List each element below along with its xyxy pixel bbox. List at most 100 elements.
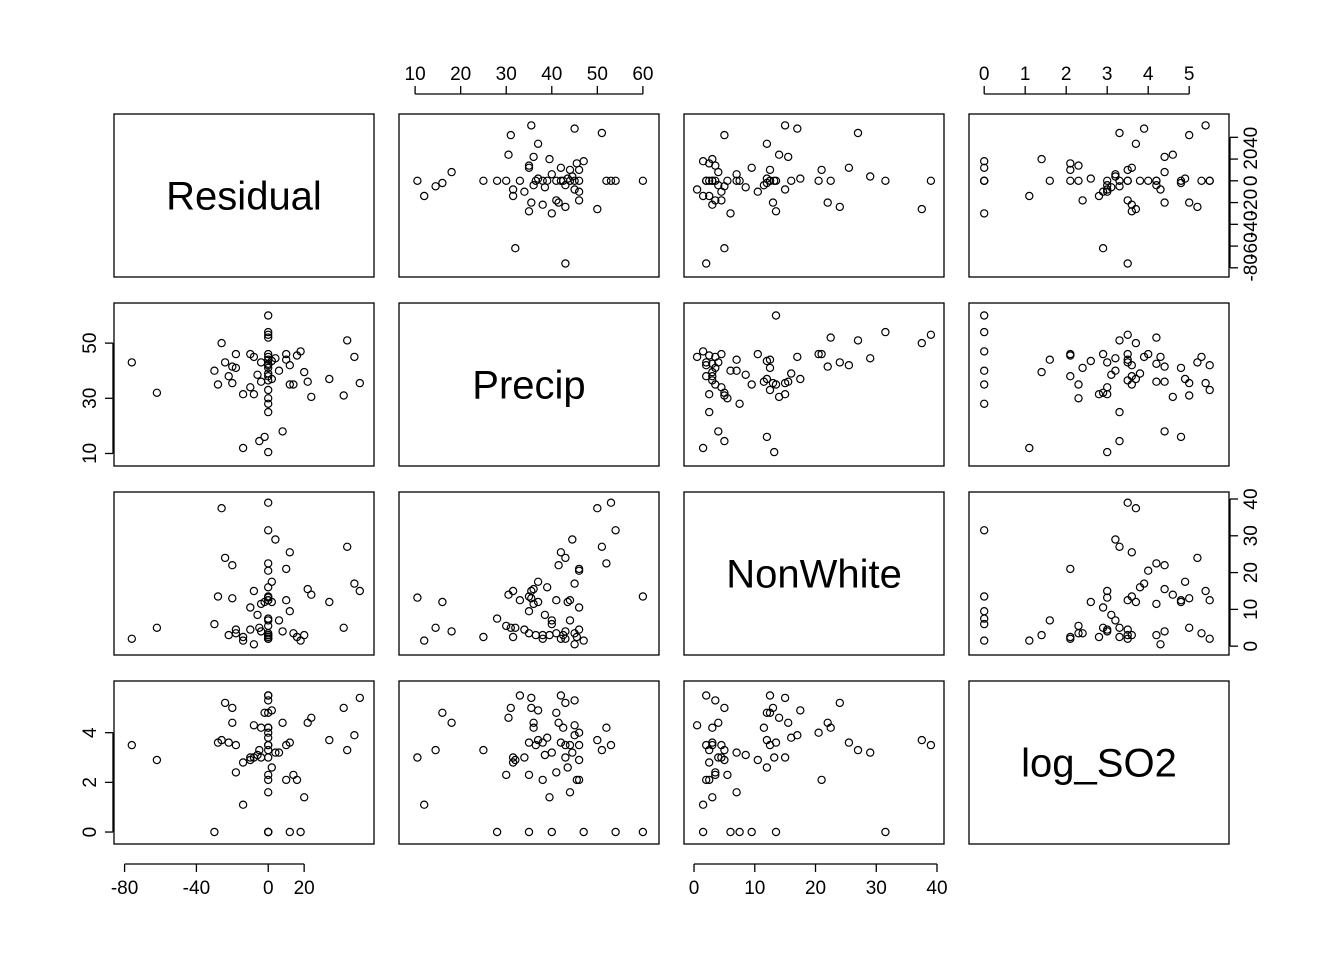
data-point [980, 347, 989, 356]
data-point [702, 775, 711, 785]
data-point [1102, 180, 1112, 190]
data-point [1127, 548, 1137, 557]
data-point [570, 696, 579, 705]
data-point [256, 377, 266, 386]
data-point [708, 367, 717, 377]
tick-label: 0 [80, 827, 101, 838]
data-point [343, 745, 352, 755]
data-point [264, 691, 273, 700]
tick-label: 10 [80, 443, 101, 464]
panel-frame [398, 680, 660, 845]
data-point [793, 731, 802, 740]
tick-label: 0 [263, 878, 274, 899]
data-point [1160, 627, 1169, 636]
data-point [224, 630, 233, 640]
data-point [253, 610, 262, 620]
data-point [568, 535, 577, 544]
data-point [264, 363, 273, 373]
data-point [307, 392, 316, 402]
data-point [1102, 358, 1112, 367]
data-point [285, 548, 294, 557]
panel-precip-vs-residual [113, 302, 375, 467]
tick-label: -80 [111, 878, 138, 899]
data-point [524, 607, 534, 616]
data-point [264, 788, 273, 797]
data-point [1135, 369, 1145, 378]
data-point [552, 768, 561, 777]
panel-frame [683, 302, 945, 467]
data-point [1115, 336, 1124, 345]
data-point [980, 526, 989, 535]
data-point [246, 753, 255, 762]
data-point [638, 592, 648, 601]
data-point [213, 380, 223, 389]
tick-label: 20 [294, 878, 315, 899]
data-point [793, 352, 802, 362]
panel-precip-vs-log_so2 [968, 302, 1230, 467]
data-point [698, 347, 708, 356]
data-point [835, 698, 845, 708]
panel-residual-vs-log_so2 [968, 113, 1230, 278]
data-point [917, 338, 927, 348]
data-point [231, 363, 241, 373]
data-point [708, 723, 717, 732]
data-point [527, 703, 536, 713]
data-point [249, 640, 259, 649]
data-point [533, 174, 543, 183]
data-point [711, 770, 720, 780]
tick-label: 20 [1241, 562, 1262, 583]
data-point [540, 750, 550, 760]
data-point [249, 586, 259, 596]
data-point [282, 564, 291, 574]
data-point [1066, 159, 1075, 168]
data-point [563, 174, 572, 183]
data-point [515, 691, 525, 700]
data-point [711, 196, 720, 205]
data-point [264, 311, 273, 320]
data-point [228, 378, 237, 388]
data-point [1152, 333, 1161, 342]
data-point [529, 718, 538, 728]
data-point [714, 718, 723, 728]
tick-label: 4 [80, 727, 101, 738]
data-point [753, 755, 763, 765]
variable-label: log_SO2 [1021, 742, 1177, 786]
data-point [1139, 124, 1149, 133]
data-point [1078, 363, 1087, 373]
data-point [1176, 432, 1186, 442]
data-point [1176, 596, 1186, 605]
data-point [506, 130, 515, 140]
data-point [844, 163, 854, 172]
data-point [611, 176, 620, 185]
panels-layer: Residual Precip NonWhite log_SO2 [113, 113, 1230, 845]
data-point [547, 827, 557, 837]
data-point [1193, 358, 1202, 367]
panel-frame [683, 113, 945, 278]
data-point [741, 750, 750, 760]
data-point [1102, 176, 1112, 185]
data-point [264, 770, 273, 780]
data-point [771, 311, 781, 320]
data-point [350, 352, 359, 362]
data-point [524, 770, 534, 780]
data-point [264, 745, 273, 755]
tick-label: -20 [1241, 189, 1262, 216]
data-point [1098, 243, 1108, 253]
data-point [420, 191, 429, 201]
data-point [1180, 174, 1190, 183]
data-point [980, 592, 989, 601]
data-point [355, 693, 364, 703]
data-point [1037, 630, 1046, 640]
panel-log_so2-vs-residual [113, 680, 375, 845]
data-point [524, 207, 534, 216]
data-point [1066, 176, 1075, 185]
data-point [708, 176, 717, 185]
data-point [1078, 196, 1087, 205]
tick-label: 10 [1241, 599, 1262, 620]
data-point [264, 775, 273, 785]
data-point [520, 753, 529, 762]
data-point [1025, 191, 1034, 201]
tick-label: 5 [1184, 64, 1195, 85]
data-point [1152, 559, 1161, 568]
data-point [264, 447, 273, 457]
